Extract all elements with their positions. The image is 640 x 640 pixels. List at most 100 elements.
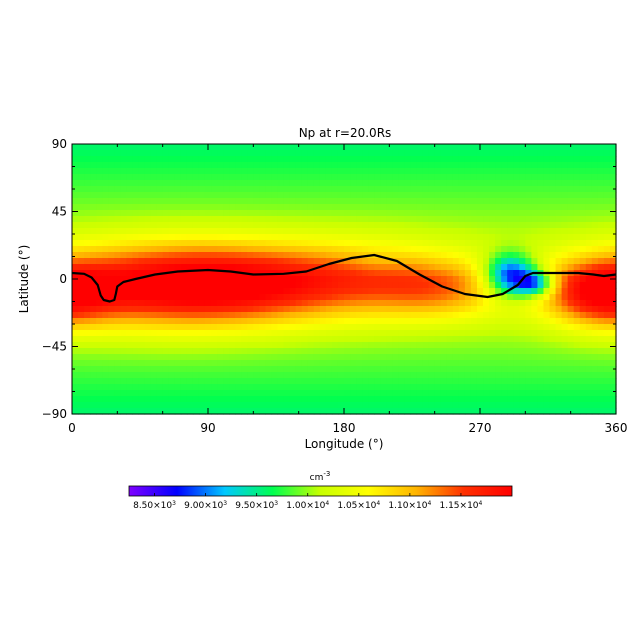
heatmap-cell (217, 156, 224, 163)
heatmap-cell (247, 246, 254, 253)
heatmap-cell (597, 204, 605, 211)
heatmap-cell (162, 234, 170, 241)
heatmap-cell (368, 300, 375, 307)
heatmap-cell (223, 216, 230, 223)
heatmap-cell (404, 210, 412, 217)
heatmap-cell (241, 168, 248, 175)
heatmap-cell (217, 348, 224, 355)
heatmap-cell (72, 180, 79, 187)
heatmap-cell (168, 162, 176, 169)
heatmap-cell (235, 150, 242, 157)
heatmap-cell (295, 282, 303, 289)
heatmap-cell (501, 240, 508, 247)
heatmap-cell (410, 396, 418, 403)
heatmap-cell (483, 366, 490, 373)
heatmap-cell (428, 210, 436, 217)
heatmap-cell (537, 168, 545, 175)
heatmap-cell (519, 156, 526, 163)
heatmap-cell (78, 240, 85, 247)
heatmap-cell (108, 270, 115, 277)
heatmap-cell (573, 288, 581, 295)
heatmap-cell (416, 318, 424, 325)
heatmap-cell (464, 402, 472, 409)
heatmap-cell (422, 246, 430, 253)
heatmap-cell (561, 252, 569, 259)
heatmap-cell (325, 288, 333, 295)
heatmap-cell (428, 252, 436, 259)
heatmap-cell (440, 144, 448, 151)
heatmap-cell (150, 342, 158, 349)
heatmap-cell (356, 378, 363, 385)
heatmap-cell (271, 300, 279, 307)
heatmap-cell (204, 186, 212, 193)
heatmap-cell (525, 186, 532, 193)
heatmap-cell (144, 354, 152, 361)
heatmap-cell (253, 348, 260, 355)
heatmap-cell (132, 270, 140, 277)
heatmap-cell (507, 198, 514, 205)
heatmap-cell (344, 408, 351, 415)
heatmap-cell (416, 168, 424, 175)
heatmap-cell (295, 162, 303, 169)
heatmap-cell (392, 312, 399, 319)
heatmap-cell (603, 348, 611, 355)
heatmap-cell (235, 204, 242, 211)
heatmap-cell (537, 360, 545, 367)
heatmap-cell (235, 228, 242, 235)
heatmap-cell (410, 198, 418, 205)
heatmap-cell (283, 300, 291, 307)
heatmap-cell (331, 342, 339, 349)
heatmap-cell (108, 300, 115, 307)
heatmap-cell (90, 384, 97, 391)
heatmap-cell (162, 258, 170, 265)
heatmap-cell (434, 294, 442, 301)
heatmap-cell (78, 324, 85, 331)
heatmap-cell (192, 384, 200, 391)
heatmap-cell (350, 240, 357, 247)
heatmap-cell (247, 216, 254, 223)
heatmap-cell (404, 276, 412, 283)
heatmap-cell (102, 168, 109, 175)
heatmap-cell (597, 360, 605, 367)
heatmap-cell (549, 150, 557, 157)
heatmap-cell (319, 366, 327, 373)
heatmap-cell (120, 216, 127, 223)
heatmap-cell (555, 276, 563, 283)
heatmap-cell (464, 156, 472, 163)
heatmap-cell (452, 324, 460, 331)
heatmap-cell (458, 384, 466, 391)
heatmap-cell (247, 378, 254, 385)
heatmap-cell (132, 342, 140, 349)
heatmap-cell (591, 294, 599, 301)
heatmap-cell (72, 252, 79, 259)
heatmap-cell (307, 324, 315, 331)
heatmap-cell (350, 162, 357, 169)
heatmap-cell (422, 198, 430, 205)
heatmap-cell (470, 390, 478, 397)
heatmap-cell (295, 294, 303, 301)
heatmap-cell (591, 168, 599, 175)
heatmap-cell (174, 330, 182, 337)
heatmap-cell (476, 336, 484, 343)
heatmap-cell (78, 396, 85, 403)
heatmap-cell (603, 390, 611, 397)
heatmap-cell (132, 264, 140, 271)
heatmap-cell (428, 186, 436, 193)
heatmap-cell (102, 216, 109, 223)
heatmap-cell (295, 396, 303, 403)
heatmap-cell (356, 408, 363, 415)
heatmap-cell (150, 390, 158, 397)
heatmap-cell (513, 408, 520, 415)
heatmap-cell (198, 348, 206, 355)
heatmap-cell (464, 228, 472, 235)
heatmap-cell (428, 354, 436, 361)
heatmap-cell (162, 294, 170, 301)
heatmap-cell (144, 342, 152, 349)
heatmap-cell (440, 228, 448, 235)
heatmap-cell (380, 348, 387, 355)
heatmap-cell (531, 204, 539, 211)
heatmap-cell (410, 408, 418, 415)
heatmap-cell (319, 234, 327, 241)
heatmap-cell (204, 234, 212, 241)
heatmap-cell (495, 162, 502, 169)
